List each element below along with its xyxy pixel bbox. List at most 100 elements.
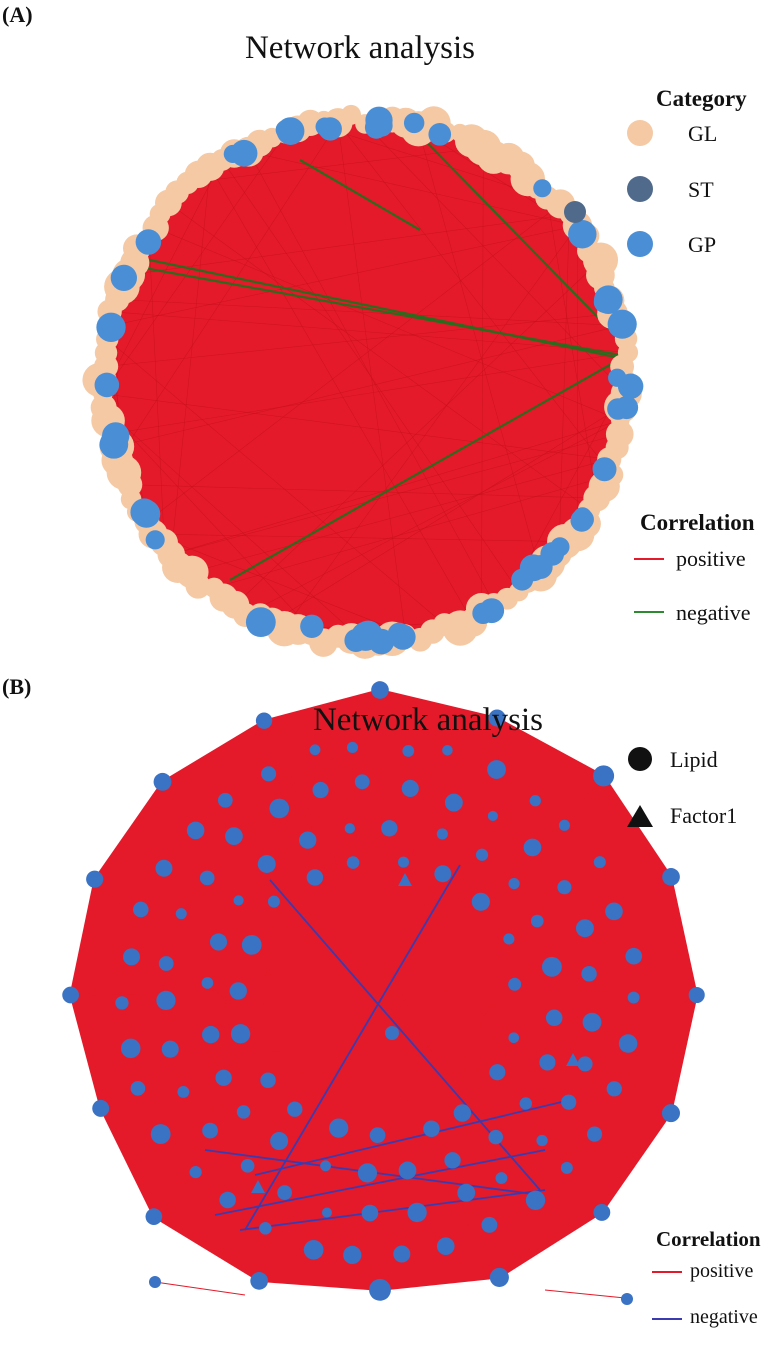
positive-edge	[130, 1047, 500, 1278]
legend-a-negative-label: negative	[676, 600, 751, 625]
positive-edge	[187, 147, 484, 184]
lipid-node	[508, 977, 522, 991]
positive-edge	[263, 720, 467, 1193]
negative-edge	[214, 1149, 546, 1216]
positive-edge	[153, 913, 182, 1217]
positive-edge	[162, 781, 275, 903]
node-gp	[593, 291, 616, 313]
node-gp	[94, 372, 120, 398]
positive-edge	[70, 994, 266, 1229]
positive-edge	[102, 159, 223, 394]
lipid-node	[508, 878, 520, 890]
positive-edge	[430, 775, 605, 1130]
correlation-legend-a-title: Correlation	[640, 510, 755, 535]
lipid-node	[618, 1034, 638, 1053]
positive-edge	[379, 689, 516, 985]
legend-gp-swatch	[627, 231, 653, 257]
positive-edge	[492, 775, 604, 817]
node-gp	[351, 621, 381, 651]
node-gp	[403, 112, 425, 134]
node-gp	[528, 554, 553, 580]
positive-edge	[263, 720, 593, 1023]
positive-edge	[496, 717, 605, 777]
positive-edge	[498, 1140, 543, 1278]
lipid-node	[209, 933, 228, 951]
positive-edge	[69, 994, 102, 1109]
lipid-node	[357, 1163, 378, 1183]
lipid-node	[481, 1216, 498, 1233]
lipid-node	[560, 1161, 573, 1174]
positive-edge	[584, 927, 672, 1114]
lipid-node	[489, 1267, 509, 1287]
positive-edge	[266, 863, 500, 1278]
positive-edge	[70, 994, 555, 1019]
positive-edge	[367, 1172, 602, 1213]
legend-st-swatch	[627, 176, 653, 202]
lipid-node	[487, 760, 506, 779]
positive-edge	[613, 876, 672, 1089]
factor1-node	[566, 1053, 580, 1066]
positive-edge	[153, 828, 351, 1217]
positive-edge	[362, 775, 604, 783]
lipid-node	[575, 919, 594, 938]
lipid-node	[401, 779, 419, 798]
positive-edge	[99, 1107, 155, 1218]
lipid-node	[92, 1099, 110, 1117]
positive-edge	[93, 781, 164, 880]
legend-a-positive-label: positive	[676, 546, 746, 571]
positive-edge	[137, 1088, 155, 1217]
lipid-node	[62, 986, 79, 1004]
lipid-node	[255, 712, 273, 729]
node-gp	[96, 312, 126, 342]
positive-edge	[140, 908, 603, 1213]
positive-edge	[310, 122, 548, 199]
positive-edge	[240, 876, 672, 1035]
node-gp	[245, 607, 276, 638]
lipid-node	[488, 1129, 503, 1145]
positive-edge	[258, 1017, 555, 1282]
legend-lipid-label: Lipid	[670, 747, 718, 772]
positive-edge	[240, 1033, 500, 1278]
positive-edge	[379, 1276, 500, 1291]
positive-edge	[162, 781, 493, 817]
lipid-node	[287, 1101, 303, 1117]
lipid-node	[436, 1237, 455, 1255]
lipid-node	[145, 1208, 163, 1225]
node-gp	[390, 624, 416, 650]
lipid-node	[215, 1069, 232, 1086]
positive-edge	[109, 311, 629, 353]
positive-edge	[627, 1043, 672, 1114]
network-graph-a	[82, 104, 644, 659]
node-st	[564, 201, 586, 223]
panel-b-label: (B)	[2, 674, 32, 699]
positive-edge	[100, 966, 553, 1109]
positive-edge	[192, 459, 610, 573]
panel-b: (B) Network analysis Lipid Factor1 Corre…	[0, 670, 775, 1369]
correlation-legend-b-title: Correlation	[656, 1227, 761, 1251]
positive-edge	[258, 901, 482, 1282]
lipid-node	[260, 1072, 276, 1089]
negative-edge	[254, 1099, 571, 1176]
positive-edge	[498, 1211, 603, 1279]
positive-edge	[389, 827, 697, 996]
positive-edge	[70, 768, 497, 996]
positive-edge	[267, 717, 498, 1081]
lipid-node	[393, 1245, 411, 1263]
positive-edge	[162, 768, 497, 783]
network-graph-b	[62, 681, 705, 1305]
node-gl	[341, 104, 361, 125]
lipid-node	[261, 766, 277, 782]
lipid-node	[344, 823, 355, 834]
lipid-node	[225, 827, 243, 845]
lipid-node	[354, 774, 370, 790]
node-gp	[613, 317, 635, 338]
positive-edge	[465, 1192, 500, 1278]
lipid-node	[525, 1190, 546, 1210]
lipid-node	[407, 1202, 427, 1223]
lipid-node	[277, 1185, 293, 1200]
positive-edge	[114, 352, 629, 434]
lipid-node	[259, 1222, 272, 1235]
node-gp	[533, 179, 552, 198]
lipid-node	[320, 1160, 331, 1172]
node-gp	[276, 117, 305, 145]
